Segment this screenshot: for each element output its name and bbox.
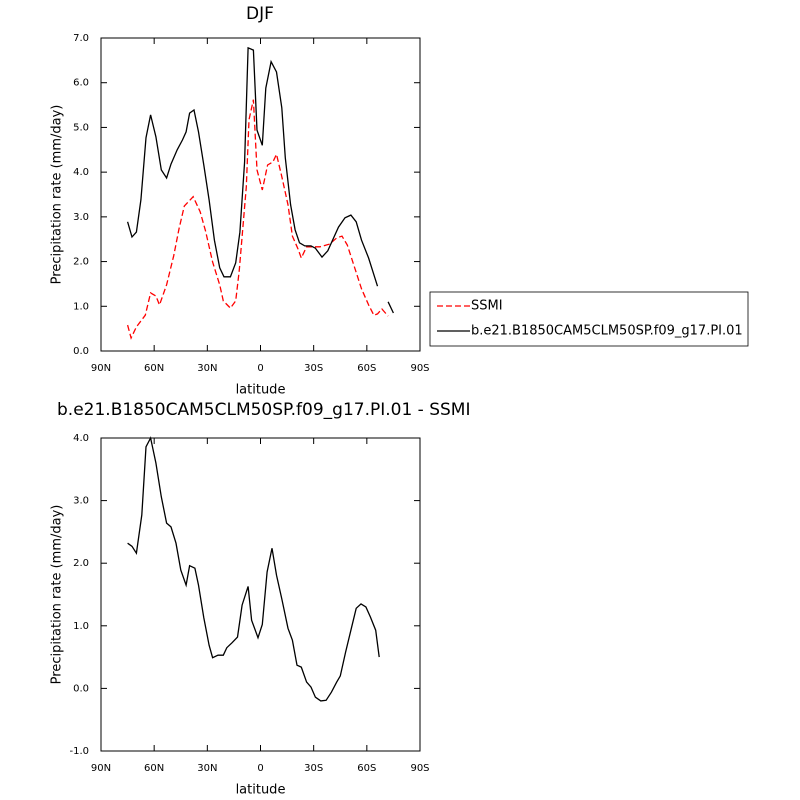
x-tick-label: 0 <box>257 363 263 374</box>
x-tick-label: 60N <box>144 363 164 374</box>
x-axis-label: latitude <box>236 383 286 398</box>
legend-label: b.e21.B1850CAM5CLM50SP.f09_g17.PI.01 <box>471 324 743 339</box>
x-tick-label: 60S <box>357 763 376 774</box>
plot-frame <box>100 437 421 752</box>
legend: SSMI b.e21.B1850CAM5CLM50SP.f09_g17.PI.01 <box>429 291 749 347</box>
series-line <box>126 46 379 287</box>
y-axis-label: Precipitation rate (mm/day) <box>50 505 65 685</box>
series-line <box>387 301 394 314</box>
x-tick-label: 90S <box>410 363 429 374</box>
x-tick-label: 30N <box>197 363 217 374</box>
y-tick-label: 3.0 <box>73 496 89 507</box>
y-tick-label: 2.0 <box>73 257 89 268</box>
y-tick-label: 0.0 <box>73 683 89 694</box>
x-tick-label: 90N <box>91 763 111 774</box>
y-tick-label: 4.0 <box>73 433 89 444</box>
y-tick-label: -1.0 <box>69 746 89 757</box>
y-tick-label: 7.0 <box>73 33 89 44</box>
plot-frame <box>100 37 421 352</box>
x-tick-label: 30S <box>304 363 323 374</box>
y-tick-label: 4.0 <box>73 167 89 178</box>
y-tick-label: 5.0 <box>73 122 89 133</box>
x-tick-label: 0 <box>257 763 263 774</box>
x-tick-label: 30N <box>197 763 217 774</box>
chart-title: DJF <box>246 4 274 24</box>
x-tick-label: 60S <box>357 363 376 374</box>
legend-label: SSMI <box>471 299 503 314</box>
x-tick-label: 90N <box>91 363 111 374</box>
y-tick-label: 1.0 <box>73 621 89 632</box>
series-line <box>126 99 389 340</box>
y-tick-label: 1.0 <box>73 301 89 312</box>
x-tick-label: 30S <box>304 763 323 774</box>
y-tick-label: 0.0 <box>73 346 89 357</box>
x-tick-label: 60N <box>144 763 164 774</box>
x-axis-label: latitude <box>236 783 286 798</box>
y-axis-label: Precipitation rate (mm/day) <box>50 105 65 285</box>
y-tick-label: 6.0 <box>73 78 89 89</box>
x-tick-label: 90S <box>410 763 429 774</box>
y-tick-label: 2.0 <box>73 558 89 569</box>
chart-title: b.e21.B1850CAM5CLM50SP.f09_g17.PI.01 - S… <box>57 400 471 420</box>
legend-box <box>429 291 749 347</box>
series-line <box>127 436 380 702</box>
y-tick-label: 3.0 <box>73 212 89 223</box>
